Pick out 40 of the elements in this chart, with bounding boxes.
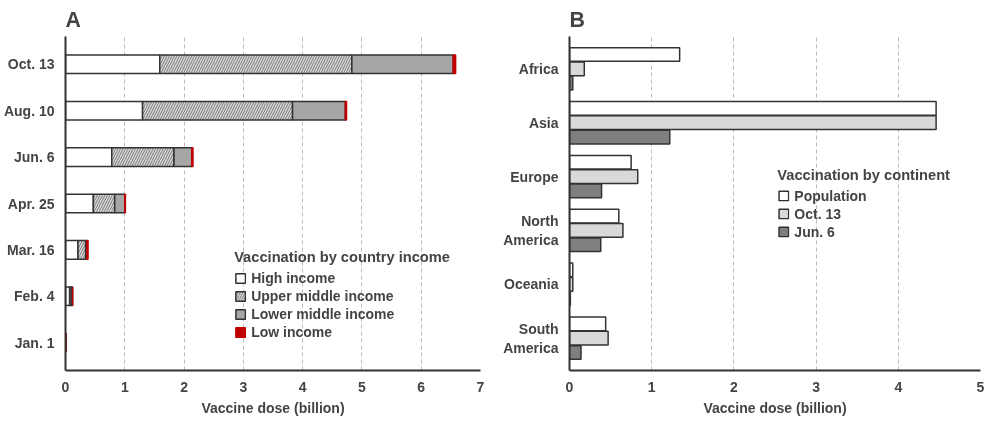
legend-label: Upper middle income <box>251 288 394 304</box>
x-tick-label: 2 <box>730 378 739 395</box>
y-tick-label: Apr. 25 <box>7 195 55 212</box>
y-tick-label: Jan. 1 <box>14 334 55 351</box>
x-tick-label: 0 <box>565 378 574 395</box>
y-tick-label: Mar. 16 <box>7 241 55 258</box>
legend-label: Low income <box>251 324 333 340</box>
x-axis-title: Vaccine dose (billion) <box>703 399 847 416</box>
y-tick-label: Asia <box>528 114 559 131</box>
y-tick-label: Oct. 13 <box>7 56 55 73</box>
x-tick-label: 6 <box>417 378 426 395</box>
chart-title: B <box>569 7 585 32</box>
chart-title: A <box>65 7 81 32</box>
y-tick-label: Oceania <box>504 276 559 293</box>
x-tick-label: 4 <box>894 378 903 395</box>
x-tick-label: 1 <box>120 378 129 395</box>
legend-label: Jun. 6 <box>794 223 835 240</box>
x-tick-label: 3 <box>239 378 248 395</box>
x-tick-label: 1 <box>647 378 656 395</box>
x-tick-label: 2 <box>180 378 189 395</box>
y-tick-label: South America <box>503 320 559 356</box>
x-tick-label: 3 <box>812 378 821 395</box>
legend-label: High income <box>251 270 336 286</box>
x-axis-title: Vaccine dose (billion) <box>201 399 345 416</box>
legend-label: Lower middle income <box>251 306 395 322</box>
x-tick-label: 4 <box>298 378 307 395</box>
y-tick-label: Aug. 10 <box>3 102 55 119</box>
y-tick-label: North America <box>503 212 559 249</box>
x-tick-label: 5 <box>358 378 367 395</box>
y-tick-label: Africa <box>518 60 559 77</box>
x-tick-label: 5 <box>976 378 985 395</box>
legend-title: Vaccination by country income <box>234 249 450 265</box>
legend-label: Oct. 13 <box>794 205 842 222</box>
y-tick-label: Europe <box>510 168 559 185</box>
legend-label: Population <box>794 187 867 204</box>
y-tick-label: Feb. 4 <box>14 288 55 305</box>
legend-title: Vaccination by continent <box>777 166 950 183</box>
x-tick-label: 7 <box>476 378 485 395</box>
y-tick-label: Jun. 6 <box>14 149 55 166</box>
x-tick-label: 0 <box>61 378 70 395</box>
